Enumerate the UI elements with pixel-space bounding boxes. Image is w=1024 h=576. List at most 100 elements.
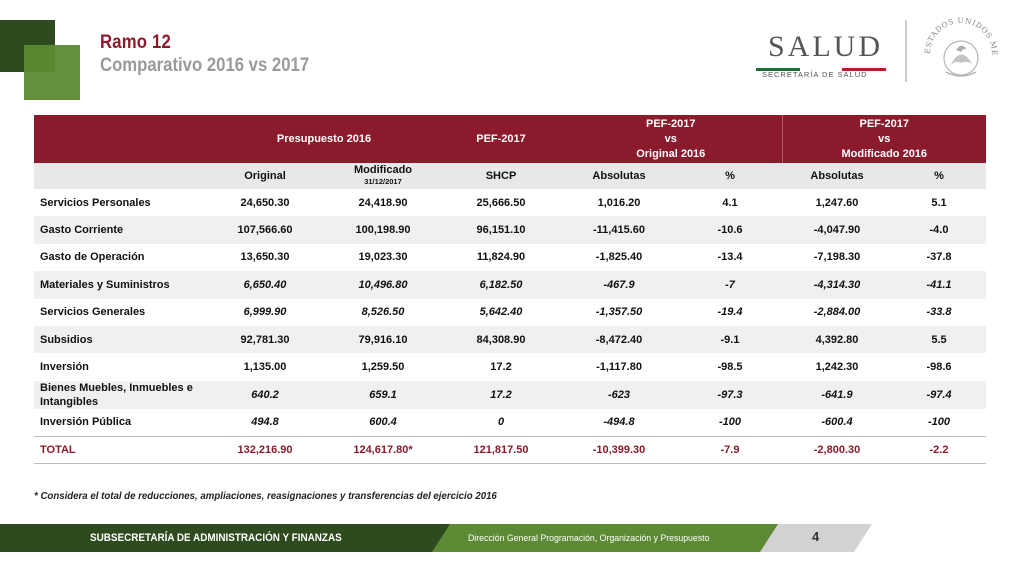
table-row: Servicios Personales 24,650.30 24,418.90 2… bbox=[34, 189, 986, 216]
table-cell: 11,824.90 bbox=[476, 251, 526, 264]
table-row: Gasto de Operación 13,650.30 19,023.30 11,… bbox=[34, 244, 986, 271]
table-cell: -1,117.80 bbox=[596, 361, 642, 374]
table-cell: 1,247.60 bbox=[815, 196, 859, 209]
decor-square-light bbox=[24, 45, 80, 100]
col-pct-2: % bbox=[892, 163, 987, 189]
table-row: Gasto Corriente 107,566.60 100,198.90 96,1… bbox=[34, 216, 987, 244]
row-label: Gasto Corriente bbox=[34, 216, 206, 244]
table-cell: 1,259.50 bbox=[361, 361, 405, 374]
table-cell: -4,314.30 bbox=[782, 271, 892, 299]
table-cell: 19,023.30 bbox=[358, 251, 408, 264]
table-cell: 494.8 bbox=[251, 416, 279, 429]
table-cell: 17.2 bbox=[490, 361, 512, 374]
row-label: Servicios Generales bbox=[40, 306, 146, 319]
table-cell: -13.4 bbox=[717, 251, 743, 264]
table-cell: -8,472.40 bbox=[560, 325, 678, 354]
table-cell: -1,825.40 bbox=[595, 251, 643, 264]
table-cell: -19.4 bbox=[717, 306, 743, 319]
table-cell: 13,650.30 bbox=[240, 251, 290, 264]
table-cell: 84,308.90 bbox=[442, 325, 560, 354]
col-absolutas-2: Absolutas bbox=[782, 163, 892, 189]
table-cell: -98.6 bbox=[926, 361, 952, 374]
table-cell: -97.3 bbox=[678, 380, 782, 409]
row-label: Materiales y Suministros bbox=[34, 271, 206, 299]
table-cell: -10,399.30 bbox=[560, 435, 678, 465]
table-cell: -467.9 bbox=[560, 271, 678, 299]
table-group-header: Presupuesto 2016 PEF-2017 PEF-2017 vs Or… bbox=[34, 115, 987, 163]
mexico-seal-icon: ESTADOS UNIDOS MEXICANOS bbox=[922, 14, 998, 77]
table-cell: -33.8 bbox=[926, 306, 952, 319]
table-cell: 79,916.10 bbox=[324, 325, 442, 354]
footer-bar-right bbox=[760, 524, 872, 552]
table-row: Inversión Pública 494.8 600.4 0 -494.8 -100… bbox=[34, 409, 986, 436]
footer-middle-text: Dirección General Programación, Organiza… bbox=[468, 533, 710, 544]
table-cell: -97.4 bbox=[892, 380, 987, 409]
table-cell: 5,642.40 bbox=[479, 306, 523, 319]
table-row: Inversión 1,135.00 1,259.50 17.2 -1,117.80… bbox=[34, 353, 986, 380]
table-cell: 107,566.60 bbox=[206, 216, 324, 244]
table-cell: -7,198.30 bbox=[813, 251, 861, 264]
row-label: Inversión Pública bbox=[40, 416, 132, 429]
table-cell: -7 bbox=[678, 271, 782, 299]
table-cell: 24,418.90 bbox=[358, 196, 408, 209]
table-cell: 6,182.50 bbox=[442, 271, 560, 299]
table-cell: 1,135.00 bbox=[243, 361, 287, 374]
table-cell: 600.4 bbox=[369, 416, 397, 429]
table-sub-header: Original Modificado 31/12/2017 SHCP Abso… bbox=[34, 163, 987, 189]
table-cell: 640.2 bbox=[206, 380, 324, 409]
table-cell: -11,415.60 bbox=[560, 216, 678, 244]
slide-title: Ramo 12 bbox=[100, 32, 171, 53]
table-cell: 8,526.50 bbox=[361, 306, 405, 319]
row-label: Bienes Muebles, Inmuebles e Intangibles bbox=[34, 380, 206, 409]
col-absolutas-1: Absolutas bbox=[560, 163, 678, 189]
table-cell: 132,216.90 bbox=[206, 435, 324, 465]
table-cell: -100 bbox=[718, 416, 742, 429]
table-cell: 1,242.30 bbox=[815, 361, 859, 374]
table-row: Bienes Muebles, Inmuebles e Intangibles … bbox=[34, 380, 987, 409]
table-cell: 6,999.90 bbox=[243, 306, 287, 319]
table-cell: -2,800.30 bbox=[782, 435, 892, 465]
table-row: Servicios Generales 6,999.90 8,526.50 5,64… bbox=[34, 299, 986, 326]
subheader-blank bbox=[34, 163, 206, 189]
slide-subtitle: Comparativo 2016 vs 2017 bbox=[100, 55, 310, 76]
table-footnote: * Considera el total de reducciones, amp… bbox=[34, 490, 497, 502]
table-cell: 121,817.50 bbox=[442, 435, 560, 465]
row-label: TOTAL bbox=[34, 435, 206, 465]
table-cell: 100,198.90 bbox=[324, 216, 442, 244]
table-cell: -41.1 bbox=[892, 271, 987, 299]
table-cell: 10,496.80 bbox=[324, 271, 442, 299]
table-cell: -2.2 bbox=[892, 435, 987, 465]
header-cmp-modificado: PEF-2017 vs Modificado 2016 bbox=[781, 115, 987, 163]
table-cell: -98.5 bbox=[717, 361, 743, 374]
table-cell: -494.8 bbox=[603, 416, 635, 429]
row-label: Servicios Personales bbox=[40, 196, 151, 209]
header-pef-2017: PEF-2017 bbox=[442, 115, 560, 163]
table-cell: 92,781.30 bbox=[206, 325, 324, 354]
col-modificado: Modificado 31/12/2017 bbox=[324, 163, 442, 189]
footer-bar-middle bbox=[432, 524, 780, 552]
table-cell: -37.8 bbox=[926, 251, 952, 264]
table-cell: -9.1 bbox=[678, 325, 782, 354]
table-cell: -100 bbox=[927, 416, 951, 429]
table-cell: 24,650.30 bbox=[240, 196, 290, 209]
col-shcp: SHCP bbox=[442, 163, 560, 189]
logo-subtext: SECRETARÍA DE SALUD bbox=[762, 70, 868, 79]
table-row: Materiales y Suministros 6,650.40 10,496.… bbox=[34, 271, 987, 299]
col-pct-1: % bbox=[678, 163, 782, 189]
logo-divider bbox=[905, 20, 907, 82]
table-cell: -4.0 bbox=[892, 216, 987, 244]
header-cmp-original: PEF-2017 vs Original 2016 bbox=[560, 115, 782, 163]
table-cell: -7.9 bbox=[678, 435, 782, 465]
table-cell: 5.1 bbox=[931, 196, 947, 209]
salud-logo: SALUD SECRETARÍA DE SALUD bbox=[756, 30, 886, 80]
table-cell: 659.1 bbox=[324, 380, 442, 409]
table-cell: 25,666.50 bbox=[476, 196, 526, 209]
table-cell: 4.1 bbox=[722, 196, 738, 209]
header-presupuesto-2016: Presupuesto 2016 bbox=[206, 115, 442, 163]
table-cell: 0 bbox=[497, 416, 505, 429]
logo-word: SALUD bbox=[768, 30, 884, 63]
table-cell: -1,357.50 bbox=[595, 306, 643, 319]
table-cell: -2,884.00 bbox=[813, 306, 861, 319]
table-cell: -4,047.90 bbox=[782, 216, 892, 244]
table-cell: 17.2 bbox=[442, 380, 560, 409]
